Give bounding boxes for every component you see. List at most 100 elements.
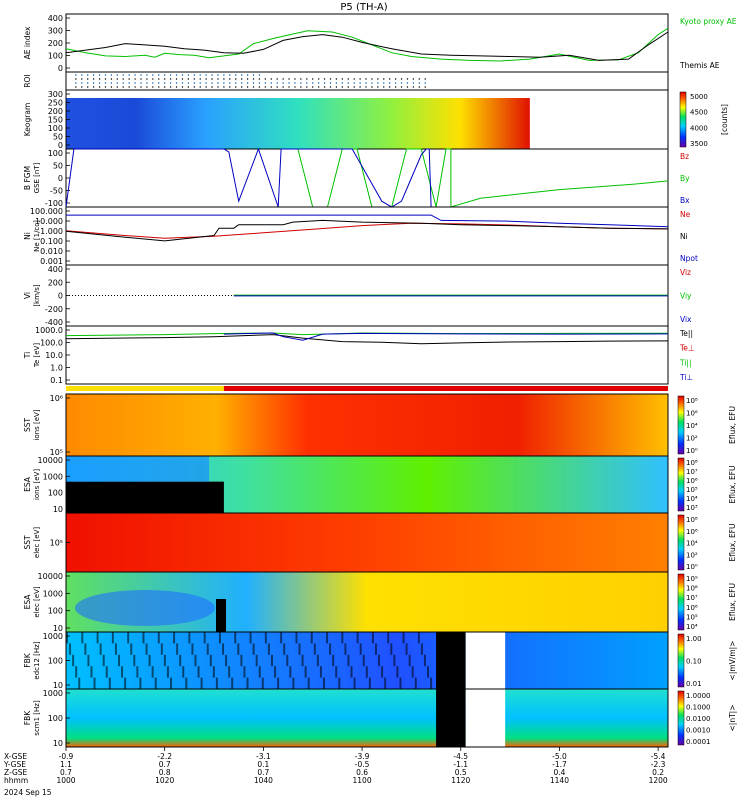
ysublabel: ions [eV] xyxy=(33,469,41,500)
fbk-edc-band xyxy=(148,654,151,667)
roi-marker xyxy=(282,86,284,88)
ztick-label: 10⁹ xyxy=(686,575,698,583)
roi-marker xyxy=(412,86,415,88)
ztick-label: 1.0000 xyxy=(686,692,711,700)
legend-entry: Ne xyxy=(680,210,691,219)
roi-marker xyxy=(175,82,178,84)
fbk-edc-band xyxy=(356,632,359,644)
panel-sst_e: 10⁵ SST elec [eV] 10⁸ 10⁶ 10⁴ 10² 10⁰ Eflux, EFU xyxy=(23,512,737,573)
ysublabel: elec [eV] xyxy=(33,586,41,617)
roi-marker xyxy=(187,86,190,88)
esa-elec-lowflux xyxy=(74,590,215,626)
roi-marker xyxy=(211,86,213,88)
ztick-label: 10⁰ xyxy=(686,563,698,571)
roi-marker xyxy=(134,82,136,84)
roi-marker xyxy=(122,74,124,76)
roi-marker xyxy=(406,86,409,88)
roi-marker xyxy=(169,82,172,84)
fbk-edc-band xyxy=(145,643,148,655)
roi-marker xyxy=(104,82,107,84)
roi-marker xyxy=(418,78,421,80)
fbk-edc-band xyxy=(72,654,75,667)
xaxis-value: -2.3 xyxy=(651,760,666,769)
fbk_b-nodata xyxy=(465,689,506,747)
fbk-edc-band xyxy=(102,654,105,667)
roi-marker xyxy=(240,74,243,76)
roi-marker xyxy=(388,82,391,84)
roi-marker xyxy=(424,86,426,88)
roi-marker xyxy=(329,86,332,88)
ylabel: Ti xyxy=(23,352,32,359)
roi-marker xyxy=(187,82,190,84)
fbk-edc-band xyxy=(387,632,390,644)
esa_e-colorbar xyxy=(677,573,685,631)
roi-marker xyxy=(323,86,326,88)
roi-marker xyxy=(223,82,225,84)
xaxis-row-label: Z-GSE xyxy=(4,768,28,777)
roi-marker xyxy=(163,86,166,88)
roi-marker xyxy=(235,78,237,80)
series-density-0 xyxy=(65,222,669,239)
roi-marker xyxy=(181,82,184,84)
xaxis-value: 1140 xyxy=(550,776,569,785)
xaxis-value: 0.7 xyxy=(60,768,72,777)
fbk-edc-band xyxy=(96,632,99,644)
roi-marker xyxy=(229,86,231,88)
fbk-edc-band xyxy=(66,632,68,644)
roi-marker xyxy=(175,86,178,88)
roi-marker xyxy=(217,74,219,76)
fbk-edc-band xyxy=(249,632,252,644)
roi-marker xyxy=(306,78,308,80)
ztick-label: 0.10 xyxy=(686,658,702,666)
roi-marker xyxy=(335,78,338,80)
roi-marker xyxy=(181,74,184,76)
roi-marker xyxy=(187,74,190,76)
panel-bfgm: 100 50 0 -50 -100 B FGM GSE [nT] Bz By Bx xyxy=(23,147,690,208)
fbk-edc-band xyxy=(310,632,313,644)
fbk-edc-band xyxy=(322,677,325,689)
roi-marker xyxy=(122,86,124,88)
roi-marker xyxy=(158,74,160,76)
roi-marker xyxy=(371,86,373,88)
panel-temp: 1000.0 100.0 10.0 1.0 0.1 Ti Te [eV] Te|| Te⊥ Ti|… xyxy=(23,325,694,385)
fbk-edc-band xyxy=(420,643,423,655)
esa-ions-noise xyxy=(66,456,210,482)
roi-marker xyxy=(418,86,421,88)
panel-sst_i: 10⁶ 10⁵ SST ions [eV] 10⁸ 10⁶ 10⁴ 10² 10⁰ Eflux, … xyxy=(23,393,737,457)
roi-marker xyxy=(98,86,101,88)
ylabel: FBK xyxy=(23,652,32,667)
roi-marker xyxy=(175,74,178,76)
roi-marker xyxy=(235,86,237,88)
roi-marker xyxy=(323,82,326,84)
ztick-label: 0.1000 xyxy=(686,704,711,712)
roi-marker xyxy=(87,74,89,76)
roi-marker xyxy=(110,74,113,76)
ytick-label: 0.010 xyxy=(40,247,63,256)
roi-marker xyxy=(75,78,77,80)
fbk-edc-band xyxy=(304,666,307,678)
ytick-label: 100 xyxy=(48,149,63,158)
roi-marker xyxy=(270,78,272,80)
roi-marker xyxy=(169,78,172,80)
roi-marker xyxy=(152,86,154,88)
fbk_e-colorbar xyxy=(677,633,685,688)
xaxis-value: -1.1 xyxy=(453,760,468,769)
fbk-edc-band xyxy=(87,654,90,667)
roi-marker xyxy=(116,74,119,76)
roi-marker xyxy=(169,74,172,76)
xaxis-value: -5.4 xyxy=(651,752,666,761)
roi-marker xyxy=(412,78,415,80)
fbk-edc-band xyxy=(344,643,347,655)
roi-marker xyxy=(75,82,77,84)
ylabel: ESA xyxy=(23,476,32,492)
xaxis-value: 1.1 xyxy=(60,760,72,769)
fbk-edc-band xyxy=(99,643,102,655)
roi-marker xyxy=(388,78,391,80)
xaxis-value: -0.5 xyxy=(355,760,370,769)
plot-title: P5 (TH-A) xyxy=(340,2,387,13)
roi-marker xyxy=(146,86,148,88)
ytick-label: 150 xyxy=(48,116,63,125)
ytick-label: 0.001 xyxy=(40,257,63,266)
roi-marker xyxy=(146,82,148,84)
ztick-label: 4000 xyxy=(690,124,708,132)
